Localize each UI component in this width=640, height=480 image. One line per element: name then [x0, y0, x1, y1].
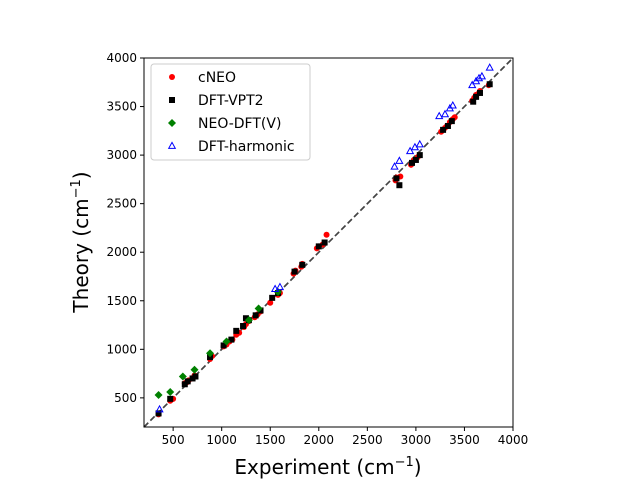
x-tick-label: 3500	[449, 433, 480, 447]
data-point	[252, 312, 259, 319]
legend-marker	[167, 141, 177, 149]
data-point	[269, 294, 276, 301]
legend-label: NEO-DFT(V)	[198, 116, 281, 132]
data-point	[299, 261, 306, 268]
legend-label: DFT-harmonic	[198, 139, 295, 155]
x-axis-title: Experiment (cm−1)	[234, 455, 421, 479]
data-point	[395, 156, 404, 164]
x-axis-ticks: 500 1000 1500 2000 2500 3000 3500 4000	[162, 427, 529, 447]
data-point	[291, 268, 298, 275]
x-tick-label: 4000	[498, 433, 529, 447]
data-point	[416, 152, 423, 159]
data-points	[154, 63, 494, 418]
data-point	[178, 372, 187, 381]
data-point	[166, 388, 175, 397]
data-point	[468, 80, 477, 89]
data-point	[448, 100, 457, 109]
y-tick-label: 3000	[106, 148, 137, 162]
plot-area-frame	[143, 57, 514, 428]
data-point	[275, 282, 285, 291]
x-tick-label: 2000	[304, 433, 335, 447]
data-point	[476, 89, 483, 96]
data-point	[206, 349, 215, 358]
legend: cNEO DFT-VPT2 NEO-DFT(V) DFT-harmonic	[150, 63, 311, 161]
data-point	[315, 243, 322, 250]
data-point	[228, 336, 235, 343]
legend-marker	[168, 119, 176, 127]
data-point	[440, 109, 450, 118]
data-point	[190, 365, 199, 374]
x-tick-label: 1500	[255, 433, 286, 447]
data-point	[323, 231, 330, 238]
data-point	[470, 98, 477, 105]
data-point	[240, 323, 247, 330]
series-neo-dft-v-	[154, 288, 283, 399]
legend-marker	[169, 74, 175, 80]
data-point	[444, 122, 451, 129]
data-point	[267, 299, 274, 306]
y-axis-ticks: 500 1000 1500 2000 2500 3000 3500 4000	[106, 51, 144, 405]
data-point	[390, 162, 399, 170]
data-point	[155, 404, 164, 413]
legend-label: cNEO	[198, 70, 236, 86]
data-point	[409, 159, 416, 166]
data-point	[154, 390, 163, 399]
y-tick-label: 4000	[106, 51, 137, 65]
y-tick-label: 1000	[106, 342, 137, 356]
x-tick-label: 2500	[352, 433, 383, 447]
y-tick-label: 3500	[106, 100, 137, 114]
data-point	[192, 373, 199, 380]
data-point	[474, 73, 484, 82]
data-point	[477, 71, 487, 80]
data-point	[396, 182, 403, 189]
x-tick-label: 1000	[206, 433, 237, 447]
data-point	[415, 139, 424, 148]
data-point	[321, 239, 328, 246]
y-tick-label: 500	[114, 391, 137, 405]
legend-box	[150, 63, 311, 161]
x-tick-label: 500	[162, 433, 185, 447]
data-point	[220, 342, 227, 349]
data-point	[412, 156, 419, 163]
data-point	[244, 316, 253, 325]
y-tick-label: 1500	[106, 294, 137, 308]
data-point	[167, 395, 174, 402]
data-point	[184, 378, 191, 385]
x-tick-label: 3000	[401, 433, 432, 447]
data-point	[448, 118, 455, 125]
data-point	[473, 93, 480, 100]
data-point	[486, 81, 493, 88]
data-point	[405, 146, 415, 155]
legend-label: DFT-VPT2	[198, 93, 264, 109]
y-axis-title: Theory (cm−1)	[69, 171, 93, 313]
data-point	[440, 126, 447, 133]
legend-marker	[169, 97, 175, 103]
data-point	[393, 175, 400, 182]
y-tick-label: 2500	[106, 197, 137, 211]
data-point	[485, 63, 494, 71]
series-dft-harmonic	[155, 63, 494, 413]
y-tick-label: 2000	[106, 245, 137, 259]
data-point	[222, 337, 231, 346]
data-point	[155, 410, 162, 417]
data-point	[233, 327, 240, 334]
data-point	[254, 304, 263, 313]
data-point	[435, 111, 444, 120]
